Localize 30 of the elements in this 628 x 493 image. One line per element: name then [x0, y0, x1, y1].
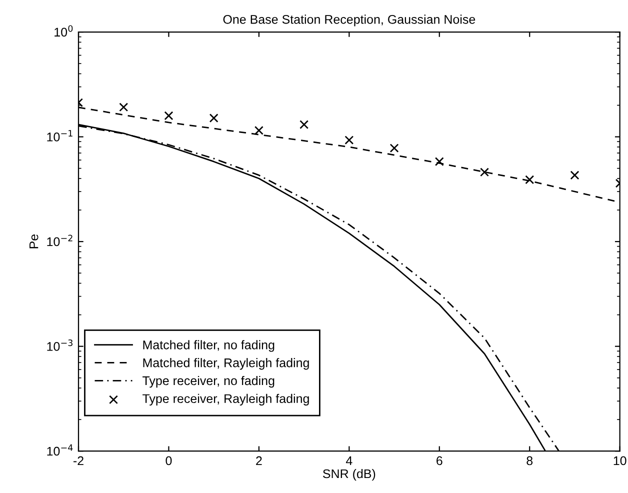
y-tick-label: 10$^{−2}$: [47, 234, 72, 246]
x-tick-label: 8: [526, 456, 533, 466]
point: [480, 168, 489, 177]
legend-label: Type receiver, no fading: [142, 376, 274, 388]
x-tick-label: 2: [256, 456, 262, 466]
point: [390, 144, 399, 153]
x-tick-label: 10: [614, 456, 626, 466]
point: [254, 126, 264, 135]
point: [209, 114, 218, 123]
point: [164, 111, 174, 120]
point: [344, 136, 354, 145]
x-tick-label: -2: [74, 456, 84, 466]
y-tick-label: 10$^{−1}$: [47, 130, 72, 142]
x-tick-label: 0: [166, 456, 172, 466]
point: [300, 120, 309, 130]
y-axis-title: Pe: [30, 234, 38, 248]
legend-label: Matched filter, no fading: [143, 340, 274, 352]
y-tick-label: 10$^{−3}$: [47, 339, 72, 351]
legend-label: Matched filter, Rayleigh fading: [143, 358, 309, 370]
point: [525, 175, 534, 184]
y-tick-label: 10$^{−4}$: [47, 444, 73, 456]
chart-title: One Base Station Reception, Gaussian Noise: [223, 14, 476, 26]
x-axis-title: SNR (dB): [322, 468, 376, 481]
point: [434, 157, 444, 166]
point: [119, 102, 128, 112]
x-tick-label: 4: [346, 456, 352, 466]
point: [570, 170, 580, 180]
x-tick-label: 6: [436, 456, 442, 466]
y-tick-label: 10$^{0}$: [54, 25, 73, 37]
legend-label: Type receiver, Rayleigh fading: [142, 394, 309, 406]
